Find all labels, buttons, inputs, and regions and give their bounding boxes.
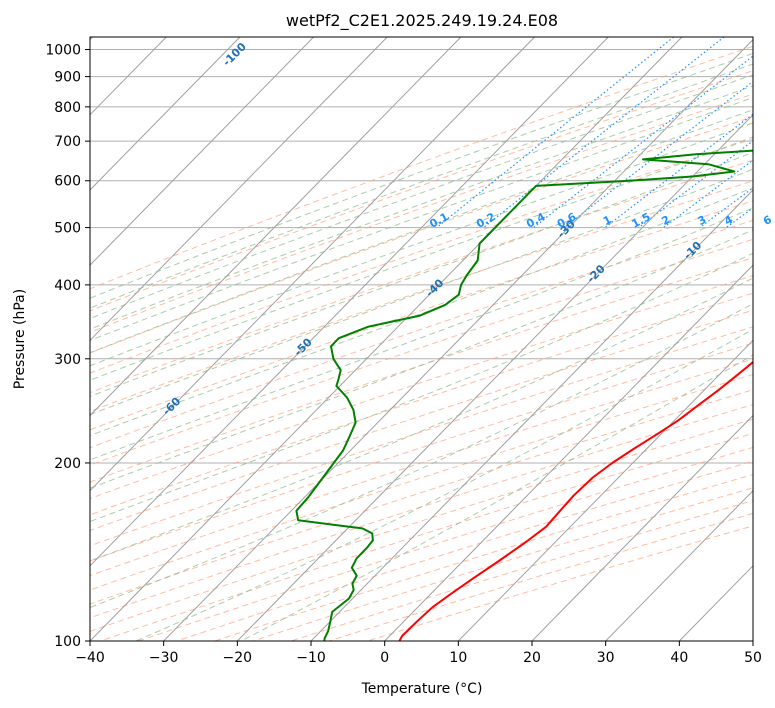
isotherm [90,37,683,641]
x-tick-label: 40 [670,650,688,666]
x-tick-label: 10 [449,650,467,666]
isotherm [457,339,753,641]
dry-adiabat [90,200,753,431]
isotherm [236,114,753,641]
moist-adiabat [90,122,753,367]
moist-adiabat [90,109,753,354]
plot-frame [89,36,754,642]
x-axis-ticks: −40 −30 −20 −10 0 10 20 30 40 50 [75,641,762,666]
dry-adiabat [90,70,753,312]
isotherm [90,37,609,567]
mixing-ratio-line [436,37,675,229]
dry-adiabat [90,309,753,531]
y-tick-label: 700 [54,134,81,150]
x-axis-label: Temperature (°C) [361,681,483,697]
mixing-ratio-line [563,80,753,229]
y-tick-label: 800 [54,100,81,116]
y-tick-label: 600 [54,174,81,190]
isotherm [163,38,753,641]
x-tick-label: 20 [523,650,541,666]
y-tick-label: 100 [54,634,81,650]
isotherm [531,414,753,641]
y-axis-ticks: 100 200 300 400 500 600 700 800 900 1000 [45,43,90,650]
dry-adiabat [90,45,753,290]
isotherm [90,37,388,342]
moist-adiabat [135,328,753,641]
dry-adiabat [90,138,753,374]
dry-adiabat [90,342,753,562]
dry-adiabat [90,389,753,605]
plot-area [90,37,753,641]
isotherm [90,37,462,417]
chart-title: wetPf2_C2E1.2025.249.19.24.E08 [286,11,558,31]
dewpoint-line [295,149,753,641]
x-tick-label: 30 [597,650,615,666]
temperature-line [398,360,753,641]
dry-adiabat [90,292,753,516]
isotherm [90,37,535,492]
isotherm [310,189,753,641]
dry-adiabat [90,159,753,394]
moist-adiabat [90,187,753,437]
y-tick-label: 1000 [45,43,81,59]
moist-adiabat [90,303,753,608]
dry-adiabat [90,358,753,577]
x-tick-label: −40 [75,650,105,666]
isotherm [90,37,241,191]
y-tick-label: 900 [54,70,81,86]
x-tick-label: 0 [380,650,389,666]
x-tick-label: −20 [223,650,253,666]
moist-adiabat [90,168,753,416]
isotherms [90,37,753,641]
x-tick-label: 50 [744,650,762,666]
profile-series [295,149,753,641]
isotherm [605,489,753,641]
y-tick-label: 200 [54,456,81,472]
x-tick-label: −10 [296,650,326,666]
dry-adiabat [90,257,753,483]
y-axis-label: Pressure (hPa) [12,289,28,389]
moist-adiabat [90,252,753,523]
x-tick-label: −30 [149,650,179,666]
mixing-ratio-lines [436,37,753,229]
y-tick-label: 400 [54,278,81,294]
moist-adiabat [90,63,753,309]
isotherm [384,264,753,641]
mixing-ratio-line [638,140,753,229]
dry-adiabats [90,45,753,641]
moist-adiabat [90,74,753,320]
y-tick-label: 500 [54,221,81,237]
y-tick-label: 300 [54,352,81,368]
mixing-ratio-line [604,113,753,229]
dry-adiabat [90,180,753,412]
moist-adiabat [90,229,753,489]
isotherm [90,37,314,266]
